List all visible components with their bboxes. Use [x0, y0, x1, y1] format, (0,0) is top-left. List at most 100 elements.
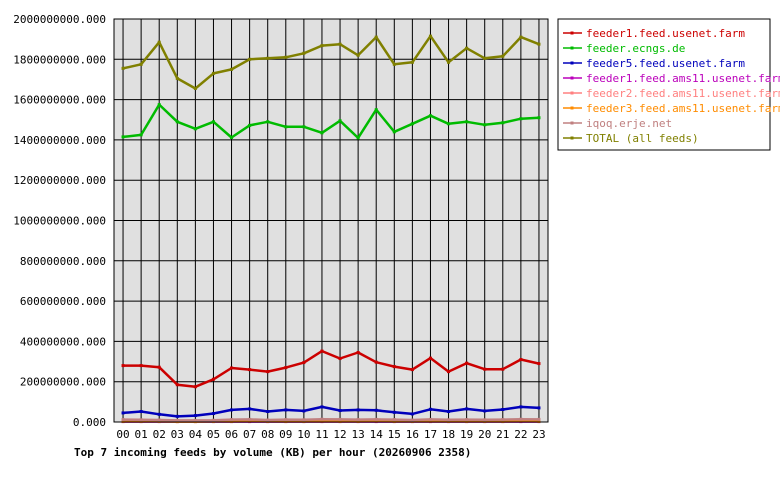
data-point	[356, 418, 360, 422]
x-tick-label: 20	[478, 428, 491, 441]
x-tick-label: 19	[460, 428, 473, 441]
x-tick-label: 17	[424, 428, 437, 441]
x-tick-label: 09	[279, 428, 292, 441]
data-point	[537, 116, 541, 120]
y-tick-label: 1200000000.000	[13, 174, 106, 187]
data-point	[447, 370, 451, 374]
data-point	[139, 62, 143, 66]
data-point	[501, 121, 505, 125]
data-point	[284, 419, 288, 423]
data-point	[483, 56, 487, 60]
data-point	[193, 127, 197, 131]
data-point	[230, 418, 234, 422]
x-tick-label: 22	[514, 428, 527, 441]
legend-label: feeder5.feed.usenet.farm	[586, 57, 745, 70]
x-tick-label: 21	[496, 428, 509, 441]
data-point	[121, 418, 125, 422]
data-point	[356, 350, 360, 354]
data-point	[501, 54, 505, 58]
legend-label: feeder1.feed.usenet.farm	[586, 27, 745, 40]
data-point	[519, 117, 523, 121]
data-point	[320, 405, 324, 409]
data-point	[320, 349, 324, 353]
x-tick-label: 15	[388, 428, 401, 441]
data-point	[392, 62, 396, 66]
plot-border	[113, 18, 549, 423]
x-tick-label: 06	[225, 428, 238, 441]
legend-box	[557, 18, 771, 151]
data-point	[320, 44, 324, 48]
data-point	[284, 366, 288, 370]
data-point	[447, 418, 451, 422]
data-point	[447, 60, 451, 64]
data-point	[248, 417, 252, 421]
chart-title: Top 7 incoming feeds by volume (KB) per …	[74, 446, 471, 459]
data-point	[356, 53, 360, 57]
legend-label: feeder3.feed.ams11.usenet.farm	[586, 102, 780, 115]
data-point	[447, 419, 451, 423]
data-point	[374, 419, 378, 423]
data-point	[248, 123, 252, 127]
x-tick-label: 13	[352, 428, 365, 441]
data-point	[157, 40, 161, 44]
data-point	[428, 114, 432, 118]
data-point	[537, 362, 541, 366]
data-point	[410, 60, 414, 64]
data-point	[537, 406, 541, 410]
data-point	[211, 120, 215, 124]
data-point	[230, 135, 234, 139]
legend-marker	[570, 76, 574, 80]
data-point	[211, 412, 215, 416]
data-point	[374, 35, 378, 39]
legend-label: iqoq.erje.net	[586, 117, 672, 130]
data-point	[175, 418, 179, 422]
data-point	[302, 419, 306, 423]
data-point	[266, 418, 270, 422]
data-point	[193, 87, 197, 91]
x-tick-label: 10	[297, 428, 310, 441]
legend-item: TOTAL (all feeds)	[563, 132, 699, 145]
data-point	[230, 419, 234, 423]
data-point	[537, 419, 541, 423]
data-point	[139, 419, 143, 423]
y-tick-label: 1000000000.000	[13, 215, 106, 228]
data-point	[121, 66, 125, 70]
x-tick-label: 02	[153, 428, 166, 441]
x-tick-label: 01	[135, 428, 148, 441]
data-point	[338, 357, 342, 361]
legend: feeder1.feed.usenet.farm feeder.ecngs.de f…	[557, 18, 780, 151]
data-point	[139, 364, 143, 368]
data-point	[374, 408, 378, 412]
y-tick-label: 1400000000.000	[13, 134, 106, 147]
x-tick-label: 00	[116, 428, 129, 441]
data-point	[519, 358, 523, 362]
data-point	[248, 419, 252, 423]
data-point	[338, 409, 342, 413]
data-point	[519, 419, 523, 423]
data-point	[302, 418, 306, 422]
series-line-3	[122, 405, 540, 418]
data-point	[501, 418, 505, 422]
data-point	[501, 408, 505, 412]
data-point	[410, 122, 414, 126]
data-point	[392, 418, 396, 422]
data-point	[121, 411, 125, 415]
data-point	[428, 407, 432, 411]
y-tick-label: 0.000	[73, 416, 106, 429]
data-point	[139, 418, 143, 422]
data-point	[392, 365, 396, 369]
data-point	[338, 417, 342, 421]
legend-marker	[570, 91, 574, 95]
legend-label: feeder2.feed.ams11.usenet.farm	[586, 87, 780, 100]
series-line-8	[122, 34, 540, 90]
x-tick-label: 14	[370, 428, 384, 441]
grid-lines	[114, 19, 548, 422]
data-point	[374, 417, 378, 421]
legend-item: feeder1.feed.ams11.usenet.farm	[563, 72, 780, 85]
data-point	[447, 410, 451, 414]
data-point	[266, 56, 270, 60]
legend-marker	[570, 121, 574, 125]
data-point	[320, 131, 324, 135]
y-tick-label: 600000000.000	[20, 295, 106, 308]
data-point	[465, 120, 469, 124]
